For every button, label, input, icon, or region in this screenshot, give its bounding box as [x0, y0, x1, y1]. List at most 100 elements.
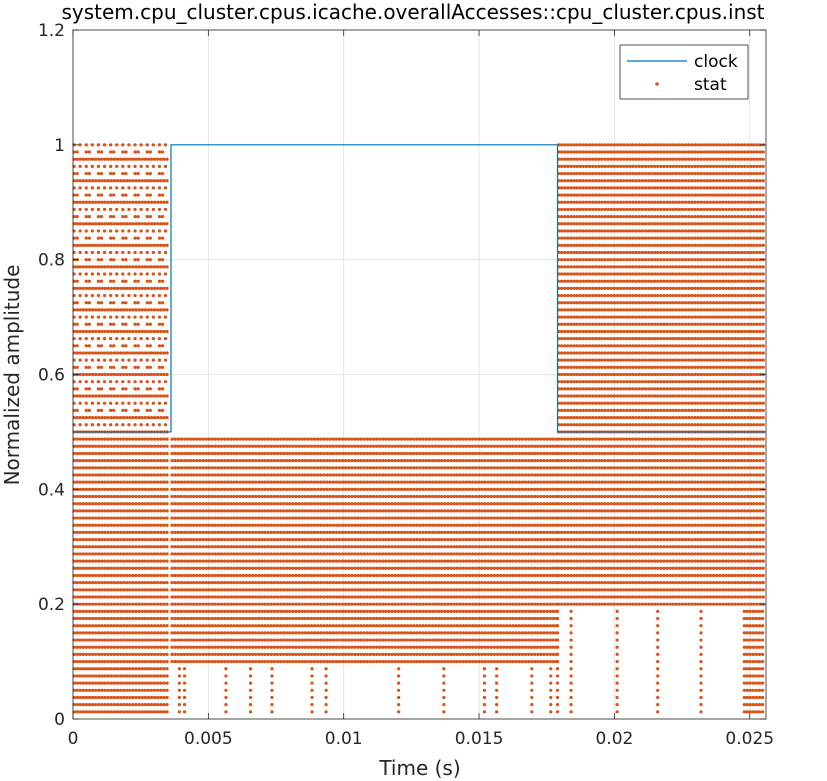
stat-dot: [495, 710, 499, 714]
stat-dot: [615, 659, 619, 664]
stat-dot: [555, 688, 560, 692]
legend-label-stat: stat: [694, 75, 727, 95]
stat-dot: [495, 703, 499, 707]
stat-dot: [442, 703, 446, 707]
stat-dot: [699, 645, 703, 649]
stat-dot: [397, 674, 401, 678]
x-tick-label: 0.025: [725, 729, 774, 749]
stat-dot: [742, 631, 746, 635]
stat-dot: [742, 688, 746, 692]
stat-dot: [324, 688, 328, 692]
stat-dot: [555, 645, 560, 649]
stat-dot: [270, 703, 274, 707]
stat-dot: [482, 710, 487, 714]
y-tick-label: 0.2: [38, 595, 65, 615]
legend-box: [619, 44, 749, 100]
stat-dot: [495, 695, 499, 700]
stat-dot: [656, 631, 660, 635]
stat-dot: [615, 695, 619, 700]
stat-dot: [310, 681, 314, 685]
stat-dot: [310, 674, 314, 678]
stat-dot: [742, 645, 746, 649]
stat-dot: [569, 710, 573, 714]
stat-dot: [569, 631, 573, 635]
stat-dot: [699, 667, 703, 671]
stat-dot: [442, 667, 446, 671]
stat-dot: [549, 681, 553, 685]
stat-dot: [699, 638, 703, 642]
stat-dot: [656, 681, 660, 685]
stat-dot: [555, 609, 560, 613]
stat-dot: [699, 688, 703, 692]
stat-dot: [182, 674, 187, 678]
stat-dot: [549, 674, 553, 678]
axis-ticks: 0 0.005 0.01 0.015 0.02 0.025 0 0.2 0.4 0.6 0.8 1 1.…: [38, 21, 774, 749]
stat-dot: [615, 616, 619, 621]
stat-dot: [397, 688, 401, 692]
stat-dot: [310, 703, 314, 707]
chart-title: system.cpu_cluster.cpus.icache.overallAc…: [61, 0, 764, 24]
stat-dot: [742, 624, 746, 628]
clock-line: [73, 144, 766, 433]
stat-dot: [495, 681, 499, 685]
stat-dot: [495, 688, 499, 692]
stat-dot: [177, 695, 181, 700]
stat-dot: [482, 703, 487, 707]
stat-dot: [615, 667, 619, 671]
stat-dot: [182, 681, 187, 685]
legend-swatch-stat: [655, 82, 659, 86]
stat-dot: [615, 609, 619, 613]
stat-dot: [482, 674, 487, 678]
stat-dot: [742, 674, 746, 678]
stat-dot: [442, 681, 446, 685]
stat-dot: [555, 703, 560, 707]
stat-dot: [324, 710, 328, 714]
stat-dot: [742, 667, 746, 671]
stat-dot: [177, 681, 181, 685]
stat-dot: [699, 652, 703, 657]
stat-dot: [615, 638, 619, 642]
stat-dot: [248, 681, 253, 685]
stat-dot: [248, 710, 253, 714]
stat-dot: [615, 688, 619, 692]
stat-dot: [555, 624, 560, 628]
stat-dot: [615, 645, 619, 649]
stat-dot: [569, 667, 573, 671]
y-tick-label: 0.8: [38, 251, 65, 271]
stat-dot: [530, 695, 534, 700]
stat-dot: [742, 616, 746, 621]
stat-dot: [615, 674, 619, 678]
stat-dot: [482, 688, 487, 692]
stat-dot: [742, 703, 746, 707]
stat-dot: [555, 652, 560, 657]
stat-dot: [224, 703, 228, 707]
stat-dot: [177, 674, 181, 678]
stat-dot: [224, 710, 228, 714]
stat-dot: [742, 710, 746, 714]
stat-dot: [555, 681, 560, 685]
stat-dot: [699, 703, 703, 707]
stat-dot: [615, 710, 619, 714]
stat-dot: [482, 667, 487, 671]
stat-dot: [569, 659, 573, 664]
stat-dot: [549, 695, 553, 700]
stat-dot: [742, 659, 746, 664]
x-tick-label: 0: [68, 729, 79, 749]
stat-dot: [482, 681, 487, 685]
legend-label-clock: clock: [694, 52, 738, 72]
stat-dot: [482, 695, 487, 700]
stat-dot: [549, 688, 553, 692]
stat-dot: [442, 710, 446, 714]
stat-dot: [397, 695, 401, 700]
stat-dot: [656, 667, 660, 671]
stat-dot: [530, 667, 534, 671]
stat-dot: [177, 703, 181, 707]
stat-dot: [182, 710, 187, 714]
x-axis-label: Time (s): [378, 756, 460, 780]
stat-dot: [656, 609, 660, 613]
stat-dot: [549, 667, 553, 671]
stat-dot: [248, 667, 253, 671]
stat-dot: [569, 688, 573, 692]
stat-dot: [530, 703, 534, 707]
y-axis-label: Normalized amplitude: [0, 265, 24, 486]
